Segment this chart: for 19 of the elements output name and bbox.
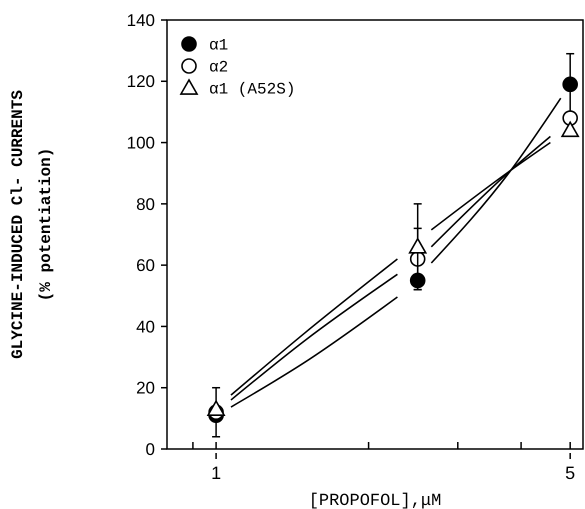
y-tick-label: 80 bbox=[136, 194, 155, 214]
point bbox=[562, 76, 578, 92]
x-tick-label: 5 bbox=[565, 463, 576, 483]
y-tick-label: 40 bbox=[136, 317, 155, 336]
x-tick-label: 1 bbox=[211, 463, 222, 483]
y-tick-label: 100 bbox=[126, 134, 155, 153]
y-tick-label: 140 bbox=[126, 10, 155, 30]
point bbox=[562, 110, 578, 126]
legend-label: α2 bbox=[209, 58, 228, 77]
y-tick-label: 20 bbox=[136, 378, 155, 398]
y-axis-title: GLYCINE-INDUCED Cl- CURRENTS (% potentiation) bbox=[9, 90, 55, 359]
legend-label: α1 bbox=[209, 36, 228, 55]
y-tick-label: 0 bbox=[146, 440, 155, 459]
point bbox=[561, 121, 580, 138]
x-axis-title: [PROPOFOL],μM bbox=[308, 492, 442, 509]
y-tick-label: 120 bbox=[126, 72, 155, 92]
legend-label: α1 (A52S) bbox=[209, 80, 296, 99]
point bbox=[207, 400, 225, 416]
y-tick-label: 60 bbox=[136, 256, 155, 276]
